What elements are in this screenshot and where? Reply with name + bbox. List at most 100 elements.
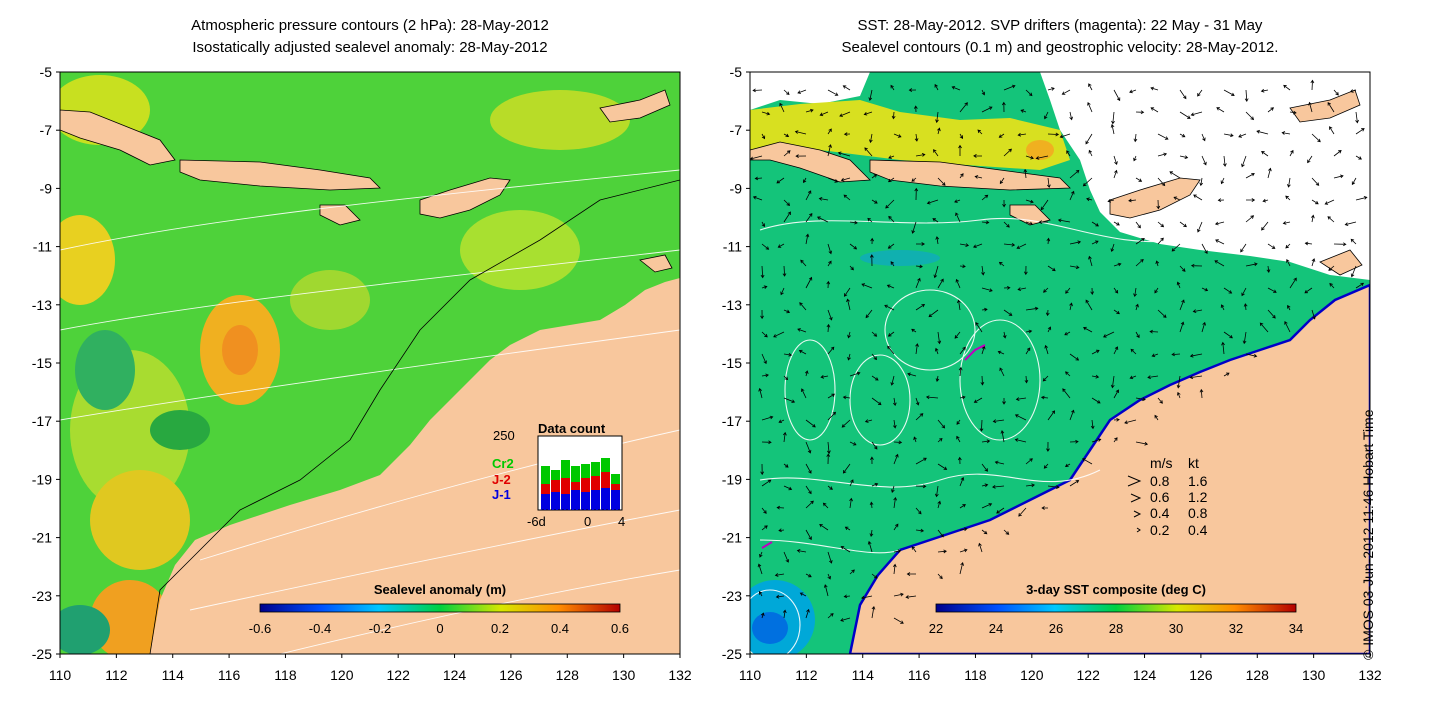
velocity-arrow (937, 549, 947, 554)
velocity-arrow (1135, 110, 1145, 115)
right-y-tick-label: -7 (730, 122, 743, 138)
velocity-arrow (1135, 303, 1139, 311)
velocity-arrow (826, 441, 831, 455)
velocity-arrow (1157, 221, 1165, 228)
velocity-arrow (1355, 128, 1365, 135)
velocity-arrow (1223, 89, 1235, 96)
velocity-arrow (997, 350, 1005, 355)
right-australia-land (848, 283, 1370, 654)
velocity-arrow (915, 397, 920, 406)
right-colorbar-tick-label: 26 (1049, 621, 1063, 636)
velocity-arrow (957, 456, 962, 465)
velocity-arrow (1223, 331, 1233, 339)
velocity-arrow (1003, 242, 1016, 247)
velocity-arrow (1113, 169, 1118, 179)
velocity-arrow (1003, 309, 1013, 316)
velocity-arrow (893, 496, 898, 509)
velocity-arrow (1069, 439, 1079, 444)
right-x-tick-label: 122 (1077, 667, 1101, 683)
velocity-arrow (1014, 414, 1027, 421)
velocity-arrow (827, 346, 835, 355)
svg-text:1.2: 1.2 (1188, 489, 1208, 505)
velocity-arrow (869, 254, 874, 267)
velocity-arrow (1157, 237, 1164, 245)
velocity-legend: m/s kt 0.8 1.6 0.6 1.2 0.4 0.8 0.2 0.4 (1127, 455, 1208, 538)
velocity-arrow (1043, 463, 1049, 469)
velocity-arrow (1059, 133, 1071, 139)
right-map (750, 72, 1370, 654)
velocity-arrow (849, 220, 858, 225)
velocity-arrow (805, 276, 813, 289)
velocity-arrow (861, 283, 873, 289)
velocity-arrow (1190, 263, 1203, 268)
right-colorbar-tick-label: 22 (929, 621, 943, 636)
velocity-arrow (955, 212, 961, 223)
velocity-arrow (847, 331, 851, 339)
right-x-tick-label: 120 (1020, 667, 1044, 683)
velocity-arrow (1085, 299, 1093, 311)
velocity-arrow (1035, 155, 1049, 160)
velocity-arrow (1003, 84, 1016, 91)
velocity-arrow (1304, 241, 1313, 246)
right-cool-patch-2 (752, 612, 788, 644)
velocity-arrow (981, 307, 988, 312)
velocity-arrow (870, 456, 874, 465)
velocity-arrow (783, 375, 789, 381)
velocity-arrow (934, 347, 939, 355)
velocity-arrow (1243, 303, 1248, 311)
velocity-arrow (849, 265, 854, 271)
velocity-arrow (1193, 194, 1203, 201)
velocity-arrow (892, 397, 897, 407)
velocity-arrow (754, 176, 763, 181)
velocity-arrow (1349, 89, 1357, 93)
velocity-arrow (1091, 349, 1100, 355)
velocity-arrow (1110, 123, 1115, 135)
velocity-arrow (915, 413, 924, 421)
velocity-arrow (1135, 177, 1143, 182)
velocity-arrow (1002, 398, 1006, 405)
velocity-arrow (837, 151, 851, 157)
velocity-arrow (1287, 177, 1291, 188)
left-x-tick-label: 128 (556, 667, 580, 683)
velocity-arrow (959, 562, 964, 575)
velocity-arrow (1047, 326, 1052, 333)
velocity-arrow (890, 84, 895, 91)
velocity-arrow (798, 349, 807, 355)
velocity-arrow (1241, 155, 1247, 168)
velocity-arrow (974, 175, 983, 179)
velocity-arrow (1135, 331, 1140, 339)
velocity-arrow (1025, 155, 1034, 160)
velocity-arrow (774, 573, 785, 577)
velocity-arrow (827, 485, 833, 490)
right-warm-band (750, 100, 1070, 170)
velocity-arrow (1135, 221, 1141, 229)
velocity-arrow (1157, 397, 1163, 404)
velocity-arrow (1192, 309, 1203, 313)
velocity-arrow (905, 595, 917, 599)
velocity-arrow (1350, 265, 1357, 278)
velocity-arrow (1267, 107, 1275, 113)
velocity-arrow (1041, 506, 1048, 510)
velocity-arrow (1201, 321, 1206, 333)
left-y-tick-label: -9 (40, 180, 53, 196)
right-axes: -5 -7 -9 -11 -13 -15 -17 -19 -21 -23 -25 110 112 114 1… (722, 64, 1382, 683)
velocity-arrow (827, 551, 833, 564)
velocity-arrow (1281, 131, 1291, 135)
velocity-arrow (937, 419, 946, 429)
velocity-arrow (887, 243, 895, 249)
velocity-arrow (907, 372, 917, 377)
velocity-arrow (981, 439, 991, 444)
velocity-arrow (937, 278, 944, 289)
velocity-arrow (849, 243, 858, 250)
right-colorbar-label: 3-day SST composite (deg C) (1026, 582, 1206, 597)
velocity-arrow (826, 280, 831, 289)
velocity-arrow (759, 591, 763, 597)
right-y-tick-label: -19 (722, 471, 742, 487)
velocity-arrow (1091, 221, 1099, 227)
velocity-arrow (1064, 331, 1071, 336)
velocity-arrow (934, 83, 939, 91)
right-colorbar-tick-label: 32 (1229, 621, 1243, 636)
velocity-arrow (1047, 87, 1055, 91)
inset-legend-j1: J-1 (492, 487, 511, 502)
velocity-arrow (1201, 155, 1207, 166)
